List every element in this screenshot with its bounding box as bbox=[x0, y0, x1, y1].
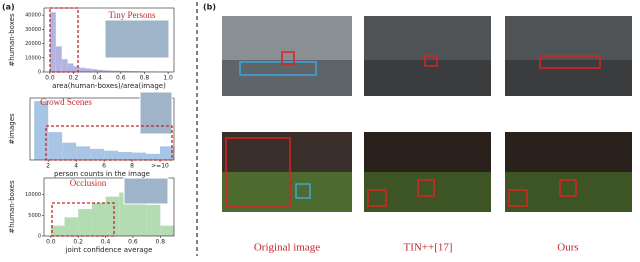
bar bbox=[62, 59, 68, 72]
bar bbox=[90, 149, 104, 160]
bar bbox=[51, 226, 65, 236]
inset-photo bbox=[124, 178, 168, 204]
bar bbox=[76, 146, 90, 160]
x-tick-label: 0.2 bbox=[73, 239, 83, 246]
x-tick-label: >=10 bbox=[151, 163, 169, 170]
bar bbox=[104, 151, 118, 160]
bar bbox=[78, 209, 92, 236]
bar bbox=[91, 69, 97, 72]
bar bbox=[56, 46, 62, 72]
bar bbox=[48, 132, 62, 160]
x-tick-label: 2 bbox=[46, 163, 50, 170]
x-tick-label: 0.4 bbox=[101, 239, 111, 246]
bar bbox=[147, 205, 161, 236]
x-tick-label: 0.6 bbox=[128, 239, 138, 246]
x-tick-label: 0.0 bbox=[46, 239, 56, 246]
x-tick-label: 1.0 bbox=[163, 75, 173, 82]
y-tick-label: 0 bbox=[38, 234, 41, 240]
x-axis-label: person counts in the image bbox=[54, 170, 150, 178]
bar bbox=[160, 226, 174, 236]
x-tick-label: 0.6 bbox=[116, 75, 126, 82]
photos bbox=[222, 16, 632, 212]
y-axis-label: #human-boxes bbox=[8, 180, 16, 234]
caption: Original image bbox=[254, 242, 320, 254]
caption: TIN++[17] bbox=[403, 242, 452, 254]
annotation: Crowd Scenes bbox=[40, 97, 92, 107]
y-tick-label: 5000 bbox=[28, 213, 41, 219]
bar bbox=[79, 68, 85, 72]
x-tick-label: 4 bbox=[74, 163, 78, 170]
bar bbox=[65, 217, 79, 236]
x-tick-label: 0.2 bbox=[69, 75, 79, 82]
bar bbox=[62, 143, 76, 160]
y-tick-label: 10000 bbox=[25, 192, 41, 198]
x-tick-label: 8 bbox=[130, 163, 134, 170]
bar bbox=[132, 153, 146, 160]
inset-photo bbox=[140, 92, 172, 134]
x-tick-label: 0.0 bbox=[45, 75, 55, 82]
panel-label: (b) bbox=[203, 3, 216, 12]
x-tick-label: 0.8 bbox=[156, 239, 166, 246]
x-axis-label: area(human-boxes)/area(image) bbox=[52, 82, 166, 90]
x-tick-label: 0.8 bbox=[140, 75, 150, 82]
y-tick-label: 30000 bbox=[25, 27, 41, 33]
x-axis-label: joint confidence average bbox=[65, 246, 153, 254]
bar bbox=[92, 203, 106, 236]
y-tick-label: 0 bbox=[38, 70, 41, 76]
y-tick-label: 10000 bbox=[25, 55, 41, 61]
x-tick-label: 0.4 bbox=[92, 75, 102, 82]
bar bbox=[97, 70, 103, 72]
annotation: Tiny Persons bbox=[109, 10, 156, 20]
annotation: Occlusion bbox=[70, 178, 107, 188]
x-tick-label: 6 bbox=[102, 163, 106, 170]
panel-label: (a) bbox=[2, 3, 15, 12]
y-tick-label: 40000 bbox=[25, 13, 41, 19]
inset-photo bbox=[105, 20, 169, 58]
bar bbox=[50, 12, 56, 72]
y-axis-label: #images bbox=[8, 113, 16, 145]
y-axis-label: #human-boxes bbox=[8, 13, 16, 67]
caption: Ours bbox=[557, 242, 578, 254]
bar bbox=[118, 152, 132, 160]
bar bbox=[85, 68, 91, 72]
bar bbox=[146, 154, 160, 160]
y-tick-label: 20000 bbox=[25, 41, 41, 47]
bar bbox=[68, 63, 74, 72]
